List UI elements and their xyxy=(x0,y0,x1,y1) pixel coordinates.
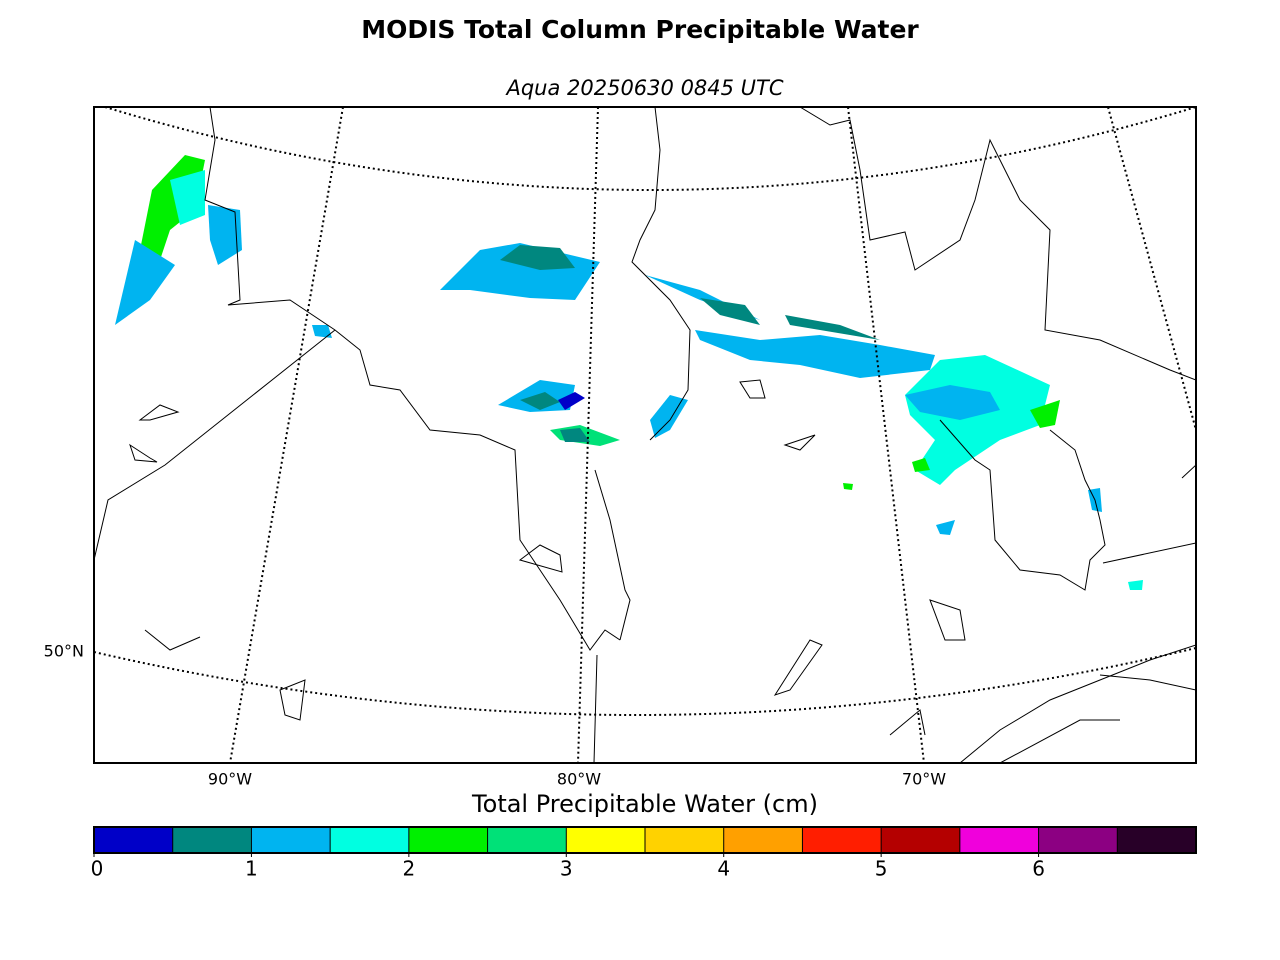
subtitle: Aqua 20250630 0845 UTC xyxy=(504,76,783,100)
colorbar-tick-label: 2 xyxy=(402,857,415,881)
colorbar-label: Total Precipitable Water (cm) xyxy=(471,790,818,818)
lon-label: 80°W xyxy=(557,770,601,789)
lon-label: 70°W xyxy=(902,770,946,789)
precip-patch xyxy=(905,385,1000,420)
precip-patch xyxy=(558,392,585,410)
colorbar-tick-label: 5 xyxy=(875,857,888,881)
precip-patch xyxy=(115,240,175,325)
precip-patch xyxy=(170,170,205,225)
colorbar-segment xyxy=(723,827,803,853)
colorbar-segment xyxy=(408,827,488,853)
precip-patch xyxy=(208,205,242,265)
map-frame xyxy=(93,106,1197,764)
lat-label: 50°N xyxy=(44,642,84,661)
colorbar-tick-label: 4 xyxy=(717,857,730,881)
precip-patch xyxy=(500,245,575,270)
colorbar-segment xyxy=(645,827,724,853)
lon-label: 90°W xyxy=(208,770,252,789)
colorbar-segment xyxy=(802,827,882,853)
colorbar: 0 1 2 3 4 5 6 xyxy=(91,826,1197,881)
precip-patch xyxy=(785,315,880,340)
precip-patch xyxy=(520,392,560,410)
precip-patch xyxy=(700,298,760,325)
precip-patch xyxy=(912,458,930,472)
colorbar-frame xyxy=(93,826,1197,854)
precip-patch xyxy=(1128,580,1143,590)
title: MODIS Total Column Precipitable Water xyxy=(361,15,919,44)
colorbar-segment xyxy=(172,827,252,853)
precip-patch xyxy=(312,325,332,338)
precip-patch xyxy=(936,520,955,535)
colorbar-segment xyxy=(94,827,173,853)
colorbar-segment xyxy=(959,827,1039,853)
precip-patch xyxy=(843,483,853,490)
colorbar-tick-label: 6 xyxy=(1032,857,1045,881)
colorbar-tick-label: 0 xyxy=(91,857,104,881)
colorbar-tick-label: 3 xyxy=(560,857,573,881)
colorbar-segment xyxy=(881,827,960,853)
colorbar-segment xyxy=(330,827,409,853)
colorbar-segment xyxy=(487,827,567,853)
precip-patch xyxy=(560,428,590,442)
colorbar-segment xyxy=(566,827,645,853)
precip-patch xyxy=(695,330,935,378)
graticule xyxy=(94,107,1196,763)
precip-patch xyxy=(1030,400,1060,428)
colorbar-segment xyxy=(251,827,331,853)
precip-field xyxy=(115,155,1143,590)
precip-patch xyxy=(650,395,688,438)
colorbar-tick-label: 1 xyxy=(245,857,258,881)
coastlines xyxy=(94,107,1196,763)
colorbar-segment xyxy=(1117,827,1196,853)
map xyxy=(94,107,1196,763)
colorbar-segment xyxy=(1038,827,1118,853)
